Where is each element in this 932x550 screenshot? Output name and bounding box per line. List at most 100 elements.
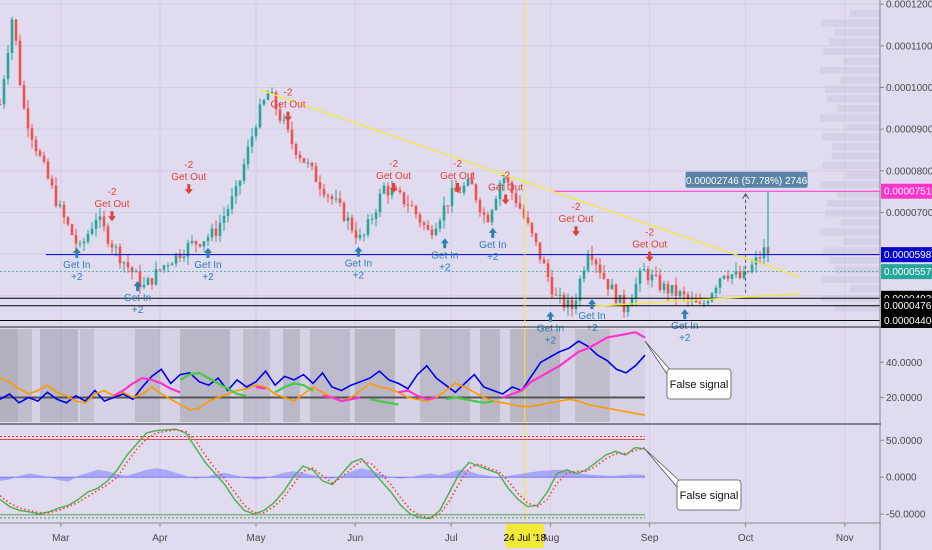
sell-arrow-icon xyxy=(501,194,510,205)
volume-profile-bar xyxy=(849,285,880,293)
buy-arrow-icon xyxy=(546,311,555,322)
candle-body xyxy=(718,278,722,288)
candle-body xyxy=(166,265,170,267)
candle-body xyxy=(418,214,422,223)
volume-profile xyxy=(820,10,880,312)
measure-label-box xyxy=(685,171,808,188)
indicator-shade-band xyxy=(40,329,78,422)
candle-body xyxy=(126,262,130,268)
candle-body xyxy=(130,267,134,273)
indicator-1-series-1 xyxy=(0,340,646,404)
candle-body xyxy=(458,191,462,193)
candle-body xyxy=(174,253,178,264)
candle-body xyxy=(410,205,414,207)
y-tick-label: 50.0000 xyxy=(886,436,923,447)
sell-signal-label: Get Out xyxy=(376,171,411,182)
candle-body xyxy=(442,205,446,221)
candle-body xyxy=(618,294,622,304)
volume-profile-bar xyxy=(822,133,880,141)
volume-profile-bar xyxy=(840,219,880,226)
candle-body xyxy=(334,198,338,200)
volume-profile-bar xyxy=(825,209,880,217)
sell-signal-label: -2 xyxy=(389,159,398,170)
y-tick-label: 40.0000 xyxy=(886,358,923,369)
candle-body xyxy=(154,269,158,285)
callout-box xyxy=(666,368,732,400)
sell-arrow-icon xyxy=(184,184,193,195)
candle-body xyxy=(622,294,626,313)
indicator-2-series-1 xyxy=(0,428,646,520)
sell-signal-label: Get Out xyxy=(94,199,129,210)
indicator-1-series-2 xyxy=(0,377,646,416)
candle-body xyxy=(682,291,686,295)
indicator-2-series-2 xyxy=(0,429,646,519)
candle-body xyxy=(354,230,358,239)
candle-body xyxy=(402,192,406,205)
candle-body xyxy=(338,198,342,203)
candle-body xyxy=(650,274,654,281)
callouts: False signal False signal xyxy=(644,340,742,511)
candle-body xyxy=(630,298,634,306)
buy-signal-label: +2 xyxy=(679,333,691,344)
candle-body xyxy=(314,166,318,182)
sell-signal-label: -2 xyxy=(645,228,654,239)
candle-body xyxy=(518,203,522,209)
candle-body xyxy=(306,162,310,164)
buy-signal-label: +2 xyxy=(439,262,451,273)
volume-profile-bar xyxy=(837,190,880,198)
candle-body xyxy=(558,294,562,296)
indicator-shade-band xyxy=(420,329,470,422)
x-tick-label: Mar xyxy=(52,533,70,544)
indicator-shade-band xyxy=(243,329,270,422)
sell-arrow-icon xyxy=(284,111,292,122)
candle-body xyxy=(162,265,166,270)
candle-body xyxy=(10,19,14,54)
candle-body xyxy=(546,263,550,278)
candle-body xyxy=(82,241,86,244)
buy-signal-label: +2 xyxy=(132,305,144,316)
buy-signal-label: Get In xyxy=(479,240,506,251)
sell-signal-label: -2 xyxy=(284,88,293,99)
volume-profile-bar xyxy=(843,57,880,65)
candle-body xyxy=(726,275,730,279)
candle-body xyxy=(346,217,350,221)
volume-profile-bar xyxy=(829,257,880,264)
volume-profile-bar xyxy=(840,76,880,84)
candle-body xyxy=(170,263,174,266)
chart-overlays: 0.00002746 (57.78%) 2746 xyxy=(0,0,880,523)
volume-profile-bar xyxy=(820,67,880,74)
callout-text: False signal xyxy=(680,490,739,502)
candle-body xyxy=(342,202,346,221)
candle-body xyxy=(270,92,274,94)
sell-signal-label: Get Out xyxy=(632,240,667,251)
candle-body xyxy=(358,234,362,239)
price-tag-box xyxy=(881,298,932,314)
candle-body xyxy=(210,228,214,238)
candle-body xyxy=(274,92,278,110)
price-tag-label: 0.00004761 xyxy=(884,301,932,312)
price-tag-box xyxy=(881,183,932,199)
candle-body xyxy=(742,271,746,279)
sell-signal-label: -2 xyxy=(108,187,117,198)
candle-body xyxy=(466,178,470,186)
candle-body xyxy=(502,178,506,184)
volume-profile-bar xyxy=(831,152,880,160)
candle-body xyxy=(90,228,94,234)
buy-signal-label: Get In xyxy=(194,260,221,271)
candle-body xyxy=(722,275,726,279)
candle-body xyxy=(206,237,210,242)
indicator-shade-band xyxy=(18,329,32,422)
candle-body xyxy=(146,278,150,286)
candle-body xyxy=(110,243,114,248)
candle-body xyxy=(322,188,326,196)
candle-body xyxy=(470,178,474,185)
x-axis: MarAprMayJunJulAugSepOctNovDec2024 Jul '… xyxy=(52,523,932,548)
candle-body xyxy=(14,19,18,41)
candle-body xyxy=(86,233,90,242)
candle-body xyxy=(598,264,602,273)
buy-signal-label: +2 xyxy=(71,272,83,283)
x-tick-label: Oct xyxy=(738,533,754,544)
